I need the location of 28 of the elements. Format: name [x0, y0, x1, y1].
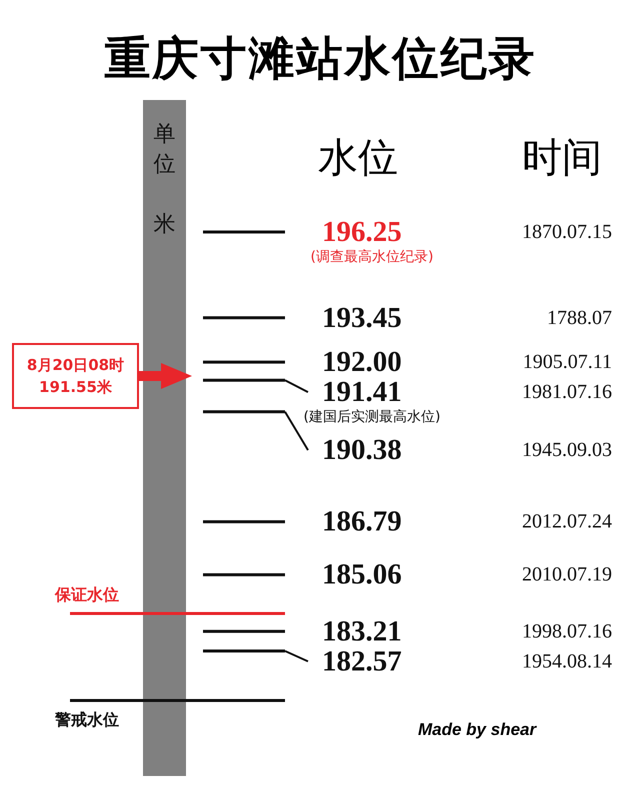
category-label: 1998.07.16: [522, 620, 612, 642]
data-label: 186.79: [322, 506, 402, 538]
data-label: 183.21: [322, 615, 402, 648]
text: 8月20日08时 191.55米: [26, 355, 126, 398]
gauge-column: 单位米: [143, 100, 186, 776]
category-label: 1981.07.16: [522, 381, 612, 404]
text: (建国后实测最高水位): [304, 409, 440, 426]
data-label: 196.25: [322, 216, 402, 248]
category-label: 1905.07.11: [522, 351, 612, 374]
data-label: 192.00: [322, 346, 402, 378]
category-label: 1870.07.15: [522, 221, 612, 243]
category-label: 2010.07.19: [522, 564, 612, 586]
text: 保证水位: [55, 585, 119, 606]
text: Made by shear: [418, 720, 536, 740]
text: 重庆寸滩站水位纪录: [104, 30, 538, 87]
category-label: 1954.08.14: [522, 650, 612, 672]
data-label: 193.45: [322, 302, 402, 334]
category-label: 1788.07: [547, 306, 612, 329]
text: 警戒水位: [55, 710, 119, 731]
data-label: 185.06: [322, 558, 402, 591]
data-label: 191.41: [322, 376, 402, 408]
data-label: 190.38: [322, 434, 402, 466]
text: 时间: [522, 134, 602, 183]
text: (调查最高水位纪录): [310, 249, 434, 265]
category-label: 1945.09.03: [522, 439, 612, 462]
text: 水位: [318, 134, 398, 183]
data-label: 182.57: [322, 645, 402, 678]
category-label: 2012.07.24: [522, 510, 612, 533]
